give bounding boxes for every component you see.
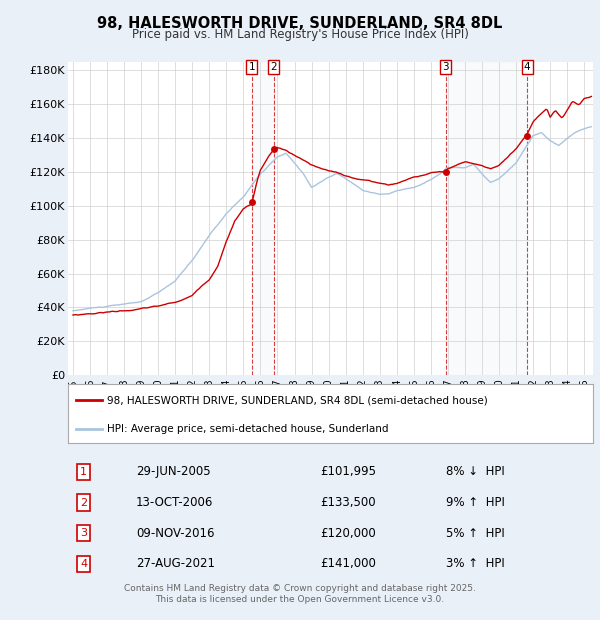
Text: 3: 3	[80, 528, 87, 538]
Text: 4: 4	[80, 559, 87, 569]
Text: HPI: Average price, semi-detached house, Sunderland: HPI: Average price, semi-detached house,…	[107, 423, 389, 433]
Text: 9% ↑  HPI: 9% ↑ HPI	[446, 496, 505, 509]
Text: 1: 1	[80, 467, 87, 477]
Text: 4: 4	[524, 62, 530, 72]
Text: 98, HALESWORTH DRIVE, SUNDERLAND, SR4 8DL (semi-detached house): 98, HALESWORTH DRIVE, SUNDERLAND, SR4 8D…	[107, 396, 488, 405]
Text: 8% ↓  HPI: 8% ↓ HPI	[446, 466, 505, 478]
Text: 3: 3	[442, 62, 449, 72]
Text: 3% ↑  HPI: 3% ↑ HPI	[446, 557, 505, 570]
Text: 2: 2	[271, 62, 277, 72]
Text: 09-NOV-2016: 09-NOV-2016	[136, 527, 215, 539]
Bar	[252, 62, 274, 375]
Text: Contains HM Land Registry data © Crown copyright and database right 2025.
This d: Contains HM Land Registry data © Crown c…	[124, 583, 476, 604]
Bar	[446, 62, 527, 375]
Text: 1: 1	[248, 62, 255, 72]
Text: 2: 2	[80, 497, 87, 508]
Text: 98, HALESWORTH DRIVE, SUNDERLAND, SR4 8DL: 98, HALESWORTH DRIVE, SUNDERLAND, SR4 8D…	[97, 16, 503, 30]
Text: £141,000: £141,000	[320, 557, 376, 570]
Text: £133,500: £133,500	[320, 496, 376, 509]
Text: £101,995: £101,995	[320, 466, 376, 478]
Text: Price paid vs. HM Land Registry's House Price Index (HPI): Price paid vs. HM Land Registry's House …	[131, 28, 469, 41]
Text: 13-OCT-2006: 13-OCT-2006	[136, 496, 214, 509]
Text: 29-JUN-2005: 29-JUN-2005	[136, 466, 211, 478]
Text: £120,000: £120,000	[320, 527, 376, 539]
Text: 27-AUG-2021: 27-AUG-2021	[136, 557, 215, 570]
Text: 5% ↑  HPI: 5% ↑ HPI	[446, 527, 505, 539]
